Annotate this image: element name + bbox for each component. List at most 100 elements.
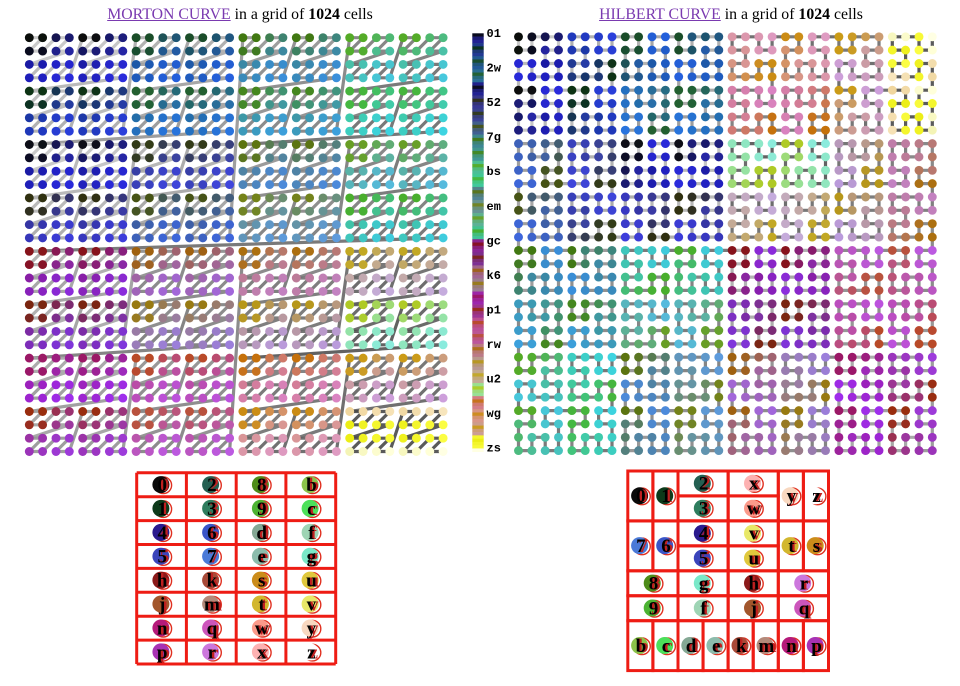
svg-text:1: 1 bbox=[157, 499, 167, 520]
svg-text:52: 52 bbox=[487, 96, 501, 110]
svg-text:9: 9 bbox=[257, 499, 267, 520]
svg-text:1: 1 bbox=[661, 486, 671, 507]
svg-text:r: r bbox=[802, 574, 811, 595]
svg-text:w: w bbox=[747, 499, 761, 520]
svg-text:em: em bbox=[487, 200, 501, 214]
svg-text:d: d bbox=[688, 636, 699, 657]
svg-text:s: s bbox=[258, 571, 265, 592]
svg-text:s: s bbox=[260, 571, 267, 592]
svg-text:b: b bbox=[308, 475, 319, 496]
svg-text:k: k bbox=[209, 571, 220, 592]
svg-text:0: 0 bbox=[160, 475, 170, 496]
svg-text:u: u bbox=[306, 571, 317, 592]
svg-text:g: g bbox=[701, 574, 711, 595]
svg-text:v: v bbox=[751, 524, 761, 545]
svg-text:0: 0 bbox=[157, 475, 167, 496]
svg-text:5: 5 bbox=[699, 549, 709, 570]
svg-text:v: v bbox=[749, 524, 759, 545]
svg-text:3: 3 bbox=[207, 499, 217, 520]
svg-text:n: n bbox=[159, 618, 170, 639]
svg-text:j: j bbox=[750, 598, 757, 619]
svg-text:e: e bbox=[257, 547, 265, 568]
svg-text:p: p bbox=[811, 636, 822, 657]
svg-text:8: 8 bbox=[257, 475, 267, 496]
svg-text:f: f bbox=[703, 598, 710, 619]
svg-text:r: r bbox=[800, 574, 809, 595]
svg-text:6: 6 bbox=[209, 523, 219, 544]
svg-text:d: d bbox=[686, 636, 697, 657]
svg-text:h: h bbox=[159, 571, 170, 592]
svg-text:w: w bbox=[255, 618, 269, 639]
svg-text:v: v bbox=[309, 595, 319, 616]
svg-text:5: 5 bbox=[157, 547, 167, 568]
svg-text:t: t bbox=[259, 595, 266, 616]
svg-text:7: 7 bbox=[207, 547, 217, 568]
svg-text:m: m bbox=[761, 636, 777, 657]
svg-text:p: p bbox=[159, 642, 170, 663]
svg-text:2w: 2w bbox=[487, 62, 502, 76]
svg-text:j: j bbox=[160, 595, 167, 616]
svg-text:k: k bbox=[738, 636, 749, 657]
svg-text:f: f bbox=[308, 523, 315, 544]
svg-text:4: 4 bbox=[160, 523, 170, 544]
svg-text:6: 6 bbox=[207, 523, 217, 544]
svg-text:y: y bbox=[789, 486, 799, 507]
svg-text:9: 9 bbox=[649, 598, 659, 619]
svg-text:k: k bbox=[736, 636, 747, 657]
svg-text:u: u bbox=[749, 549, 760, 570]
svg-text:0: 0 bbox=[638, 486, 648, 507]
svg-text:k6: k6 bbox=[487, 269, 501, 283]
svg-text:q: q bbox=[801, 598, 812, 619]
svg-text:p: p bbox=[814, 636, 825, 657]
svg-text:4: 4 bbox=[701, 524, 711, 545]
svg-text:7: 7 bbox=[638, 536, 648, 557]
svg-text:1: 1 bbox=[160, 499, 170, 520]
svg-text:u2: u2 bbox=[487, 373, 501, 387]
svg-text:5: 5 bbox=[701, 549, 711, 570]
svg-text:x: x bbox=[751, 474, 761, 495]
svg-text:d: d bbox=[256, 523, 267, 544]
svg-text:zs: zs bbox=[487, 442, 501, 456]
svg-text:3: 3 bbox=[699, 499, 709, 520]
svg-text:m: m bbox=[204, 595, 220, 616]
svg-text:s: s bbox=[815, 536, 822, 557]
svg-text:2: 2 bbox=[207, 475, 217, 496]
svg-text:5: 5 bbox=[160, 547, 170, 568]
svg-text:2: 2 bbox=[209, 475, 219, 496]
svg-text:e: e bbox=[714, 636, 722, 657]
svg-text:0: 0 bbox=[636, 486, 646, 507]
svg-text:e: e bbox=[712, 636, 720, 657]
svg-text:t: t bbox=[261, 595, 268, 616]
svg-text:h: h bbox=[157, 571, 168, 592]
svg-text:e: e bbox=[260, 547, 268, 568]
svg-text:4: 4 bbox=[157, 523, 167, 544]
svg-text:q: q bbox=[207, 618, 218, 639]
svg-text:z: z bbox=[812, 486, 821, 507]
svg-text:bs: bs bbox=[487, 165, 501, 179]
svg-text:x: x bbox=[749, 474, 759, 495]
svg-text:s: s bbox=[813, 536, 820, 557]
svg-text:y: y bbox=[787, 486, 797, 507]
svg-text:9: 9 bbox=[259, 499, 269, 520]
svg-text:p1: p1 bbox=[487, 303, 501, 317]
svg-text:h: h bbox=[749, 574, 760, 595]
svg-text:7: 7 bbox=[209, 547, 219, 568]
svg-text:j: j bbox=[158, 595, 165, 616]
svg-text:t: t bbox=[791, 536, 798, 557]
svg-text:u: u bbox=[751, 549, 762, 570]
svg-text:b: b bbox=[636, 636, 647, 657]
svg-text:b: b bbox=[638, 636, 649, 657]
svg-text:4: 4 bbox=[699, 524, 709, 545]
svg-text:3: 3 bbox=[209, 499, 219, 520]
svg-text:c: c bbox=[664, 636, 672, 657]
svg-text:n: n bbox=[786, 636, 797, 657]
svg-text:w: w bbox=[749, 499, 763, 520]
svg-text:n: n bbox=[788, 636, 799, 657]
svg-text:h: h bbox=[751, 574, 762, 595]
svg-text:t: t bbox=[788, 536, 795, 557]
svg-text:wg: wg bbox=[487, 407, 501, 421]
svg-text:f: f bbox=[311, 523, 318, 544]
svg-text:9: 9 bbox=[651, 598, 661, 619]
svg-text:u: u bbox=[308, 571, 319, 592]
svg-text:y: y bbox=[309, 618, 319, 639]
